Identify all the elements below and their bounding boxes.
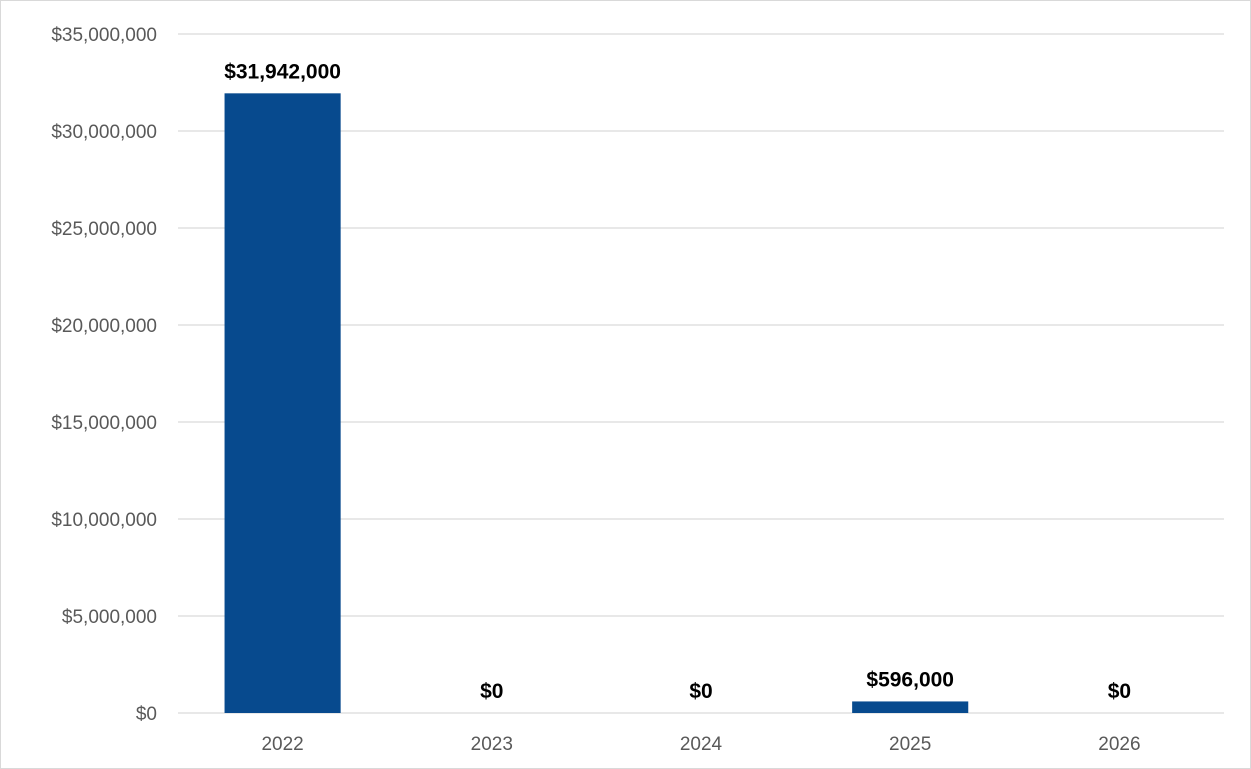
x-tick-label: 2023 xyxy=(471,734,513,755)
data-label: $0 xyxy=(480,680,503,703)
y-tick-label: $25,000,000 xyxy=(51,219,157,240)
y-tick-label: $35,000,000 xyxy=(51,25,157,46)
y-tick-label: $20,000,000 xyxy=(51,316,157,337)
data-label: $0 xyxy=(689,680,712,703)
y-tick-label: $5,000,000 xyxy=(62,607,157,628)
data-labels: $31,942,000 $0 $0 $596,000 $0 xyxy=(224,60,1131,703)
y-tick-label: $30,000,000 xyxy=(51,122,157,143)
gridlines xyxy=(178,33,1224,714)
data-label: $31,942,000 xyxy=(224,60,341,83)
x-axis-ticks: 2022 2023 2024 2025 2026 xyxy=(261,734,1140,755)
x-tick-label: 2024 xyxy=(680,734,723,755)
bar xyxy=(852,701,969,713)
y-tick-label: $0 xyxy=(136,704,157,725)
x-tick-label: 2022 xyxy=(261,734,303,755)
data-label: $596,000 xyxy=(866,668,954,691)
x-tick-label: 2026 xyxy=(1098,734,1140,755)
bars xyxy=(224,93,969,714)
y-tick-label: $15,000,000 xyxy=(51,413,157,434)
bar xyxy=(224,93,341,714)
y-tick-label: $10,000,000 xyxy=(51,510,157,531)
x-tick-label: 2025 xyxy=(889,734,931,755)
data-label: $0 xyxy=(1108,680,1131,703)
y-axis-ticks: $0 $5,000,000 $10,000,000 $15,000,000 $20,00… xyxy=(51,25,157,725)
